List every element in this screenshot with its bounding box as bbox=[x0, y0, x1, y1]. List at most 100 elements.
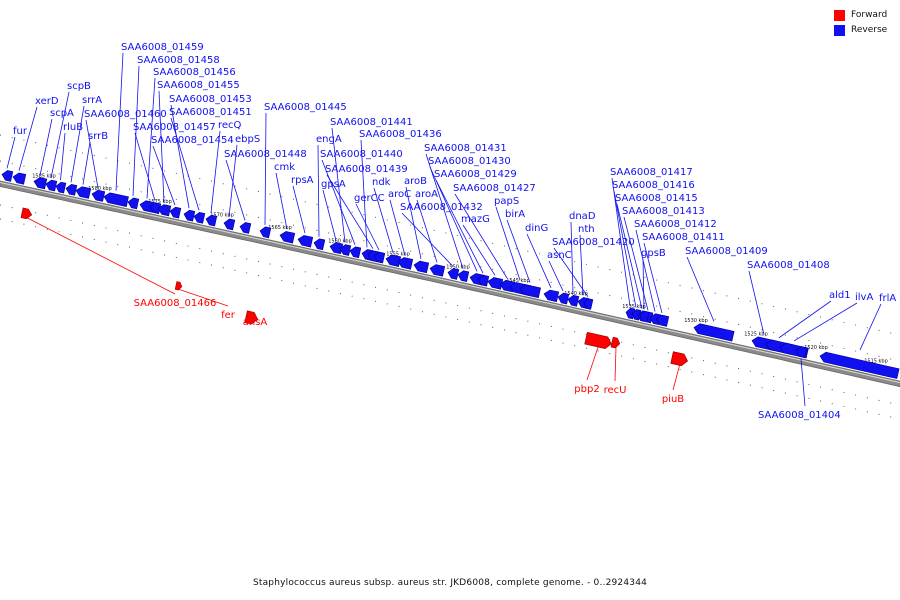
gene-label-saa6008-01445: SAA6008_01445 bbox=[264, 102, 347, 113]
leader-line bbox=[643, 242, 663, 314]
gene-label-saa6008-01415: SAA6008_01415 bbox=[615, 193, 698, 204]
leader-line bbox=[26, 217, 176, 295]
gene-arrow-cmk bbox=[279, 231, 296, 244]
gene-label-saa6008-01455: SAA6008_01455 bbox=[157, 80, 240, 91]
leader-line bbox=[548, 260, 564, 292]
gene-label-saa6008-01413: SAA6008_01413 bbox=[622, 206, 705, 217]
gene-arrow-srrb bbox=[75, 186, 92, 199]
leader-line bbox=[611, 177, 631, 307]
gene-arrow-piub bbox=[670, 351, 688, 367]
forward-label: Forward bbox=[851, 10, 888, 20]
gene-arrow-saa6008-01416 bbox=[631, 309, 642, 321]
gene-arrow-saa6008-01417 bbox=[625, 307, 636, 320]
leader-line bbox=[425, 153, 464, 269]
gene-arrow-asnc bbox=[557, 292, 570, 305]
gene-arrow-saa6008-01441 bbox=[339, 244, 352, 256]
leader-line bbox=[210, 130, 221, 214]
leader-line bbox=[435, 179, 484, 274]
gene-arrow-saa6008-01459 bbox=[103, 192, 129, 207]
scale-label: 1570 kbp bbox=[210, 212, 234, 218]
gene-label-ding: dinG bbox=[525, 223, 548, 234]
gene-label-enga: engA bbox=[316, 134, 342, 145]
gene-arrow-gpsa bbox=[329, 242, 344, 255]
legend-reverse: Reverse bbox=[832, 23, 900, 37]
gene-arrow-saa6008-01431 bbox=[457, 270, 470, 283]
scale-label: 1560 kbp bbox=[328, 238, 352, 244]
gene-label-saa6008-01416: SAA6008_01416 bbox=[612, 180, 695, 191]
leader-line bbox=[553, 247, 589, 298]
leader-line bbox=[495, 206, 521, 281]
leader-line bbox=[454, 193, 508, 279]
legend: Forward Reverse bbox=[832, 8, 900, 38]
gene-arrow-arob bbox=[413, 260, 430, 274]
leader-line bbox=[292, 185, 306, 234]
gene-arrow-dnad bbox=[567, 294, 580, 307]
gene-arrow-bira bbox=[519, 284, 541, 299]
leader-line bbox=[570, 221, 574, 294]
gene-label-aroc: aroC bbox=[388, 189, 411, 200]
leader-line bbox=[331, 127, 346, 243]
ruler-guide bbox=[0, 218, 900, 420]
gene-label-rpsa: rpsA bbox=[291, 175, 314, 186]
reverse-label: Reverse bbox=[851, 25, 888, 35]
gene-label-saa6008-01459: SAA6008_01459 bbox=[121, 42, 204, 53]
leader-line bbox=[39, 118, 53, 176]
leader-line bbox=[616, 203, 643, 309]
leader-line bbox=[170, 104, 190, 209]
scale-label: 1535 kbp bbox=[622, 304, 646, 310]
leader-line bbox=[405, 186, 422, 259]
gene-arrow-mazg bbox=[487, 277, 504, 290]
leader-line bbox=[778, 300, 832, 339]
leader-line bbox=[686, 256, 715, 322]
scale-label: 1515 kbp bbox=[864, 359, 888, 365]
leader-line bbox=[158, 90, 165, 203]
scale-label: 1545 kbp bbox=[506, 278, 530, 284]
gene-arrow-pbp2 bbox=[584, 331, 612, 349]
gene-label-gercc: gerCC bbox=[354, 193, 385, 204]
gene-label-saa6008-01427: SAA6008_01427 bbox=[453, 183, 536, 194]
scale-label: 1550 kbp bbox=[446, 265, 470, 271]
gene-arrow-saa6008-01466 bbox=[20, 207, 33, 220]
scale-label: 1540 kbp bbox=[564, 291, 588, 297]
gene-label-saa6008-01429: SAA6008_01429 bbox=[434, 169, 517, 180]
leader-line bbox=[859, 303, 882, 351]
gene-label-xerd: xerD bbox=[35, 96, 59, 107]
gene-arrow-saa6008-01432 bbox=[447, 268, 460, 280]
gene-arrow-saa6008-01445 bbox=[259, 226, 272, 239]
gene-label-saa6008-01432: SAA6008_01432 bbox=[400, 202, 483, 213]
gene-label-pbp2: pbp2 bbox=[574, 384, 599, 395]
gene-label-arob: aroB bbox=[404, 176, 427, 187]
gene-arrow-enga bbox=[313, 238, 326, 251]
gene-arrow-saa6008-01411 bbox=[655, 314, 670, 327]
gene-arrow-frla bbox=[819, 351, 900, 379]
gene-label-scpa: scpA bbox=[50, 108, 74, 119]
gene-label-ald1: ald1 bbox=[829, 290, 851, 301]
gene-label-nth: nth bbox=[578, 224, 595, 235]
gene-label-saa6008-01411: SAA6008_01411 bbox=[642, 232, 725, 243]
gene-label-gpsb: gpsB bbox=[641, 248, 666, 259]
leader-line bbox=[18, 106, 38, 171]
gene-arrow-aroc bbox=[397, 257, 414, 270]
gene-arrow-fur bbox=[1, 170, 14, 182]
gene-label-saa6008-01440: SAA6008_01440 bbox=[320, 149, 403, 160]
scale-label: 1555 kbp bbox=[386, 251, 410, 257]
gene-arrow-ansa bbox=[244, 310, 259, 325]
backbone-highlight bbox=[0, 182, 900, 384]
leader-line bbox=[800, 358, 806, 407]
gene-arrow-saa6008-01458 bbox=[127, 197, 140, 210]
leader-line bbox=[132, 65, 140, 196]
gene-label-frla: frlA bbox=[879, 293, 896, 304]
leader-line bbox=[134, 132, 156, 201]
leader-line bbox=[526, 233, 552, 288]
leader-line bbox=[178, 288, 229, 307]
leader-line bbox=[642, 258, 645, 310]
gene-arrow-recq bbox=[205, 214, 218, 227]
scale-label: 1580 kbp bbox=[88, 186, 112, 192]
gene-arrow-recu bbox=[610, 336, 621, 349]
leader-line bbox=[416, 199, 438, 263]
leader-line bbox=[401, 212, 454, 267]
leader-line bbox=[462, 224, 496, 276]
gene-arrow-saa6008-01429 bbox=[477, 274, 490, 287]
scale-label: 1585 kbp bbox=[32, 174, 56, 180]
leader-line bbox=[115, 52, 124, 191]
